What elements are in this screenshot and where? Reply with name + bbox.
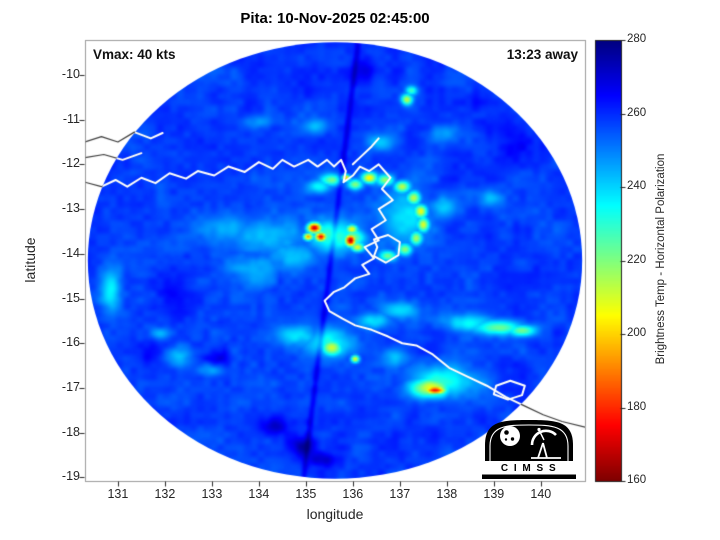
colorbar-tick-label: 200	[627, 327, 647, 339]
x-tick-label: 134	[248, 487, 270, 501]
x-tick-label: 139	[483, 487, 505, 501]
x-tick-label: 137	[389, 487, 411, 501]
eta-annotation: 13:23 away	[506, 47, 578, 62]
dish-feed-tip	[537, 427, 541, 432]
y-tick-label: -18	[61, 424, 80, 439]
logo-dome	[485, 420, 573, 463]
y-tick-label: -17	[61, 379, 80, 394]
y-tick-label: -19	[61, 469, 80, 484]
cimss-logo-graphic: C I M S S	[482, 420, 576, 479]
x-tick-label: 132	[154, 487, 176, 501]
colorbar-tick-label: 160	[627, 474, 647, 486]
x-tick-label: 135	[295, 487, 317, 501]
x-tick-label: 140	[530, 487, 552, 501]
y-tick-label: -11	[62, 111, 80, 126]
x-tick-label: 133	[201, 487, 223, 501]
colorbar-tick-label: 220	[627, 253, 647, 266]
moon-crater	[510, 437, 515, 441]
logo-dome-outline	[489, 424, 569, 463]
logo-base-bar	[482, 474, 576, 479]
y-tick-label: -14	[61, 245, 80, 260]
y-tick-label: -16	[61, 335, 80, 350]
dish-feed	[538, 429, 545, 441]
cimss-logo: C I M S S	[482, 417, 576, 479]
colorbar-tick-label: 260	[627, 106, 647, 119]
cimss-wordmark: C I M S S	[501, 463, 557, 474]
vmax-annotation: Vmax: 40 kts	[93, 47, 176, 62]
y-axis-label: latitude	[22, 237, 38, 283]
y-tick-label: -10	[61, 66, 80, 81]
moon-crater	[504, 430, 509, 435]
dish-mount	[531, 442, 561, 459]
x-tick-label: 138	[436, 487, 458, 501]
x-tick-label: 136	[342, 487, 364, 501]
logo-band	[485, 461, 573, 474]
x-tick-label: 131	[107, 487, 129, 501]
y-tick-label: -12	[61, 156, 80, 171]
y-tick-label: -13	[61, 201, 80, 216]
moon-icon	[500, 426, 520, 446]
y-tick-label: -15	[61, 290, 80, 305]
moon-crater	[504, 438, 508, 441]
plot-title: Pita: 10-Nov-2025 02:45:00	[240, 10, 430, 27]
x-axis-label: longitude	[306, 506, 364, 522]
colorbar-tick-label: 180	[627, 400, 647, 413]
colorbar-tick-label: 280	[627, 33, 647, 45]
colorbar-tick-label: 240	[627, 180, 647, 192]
